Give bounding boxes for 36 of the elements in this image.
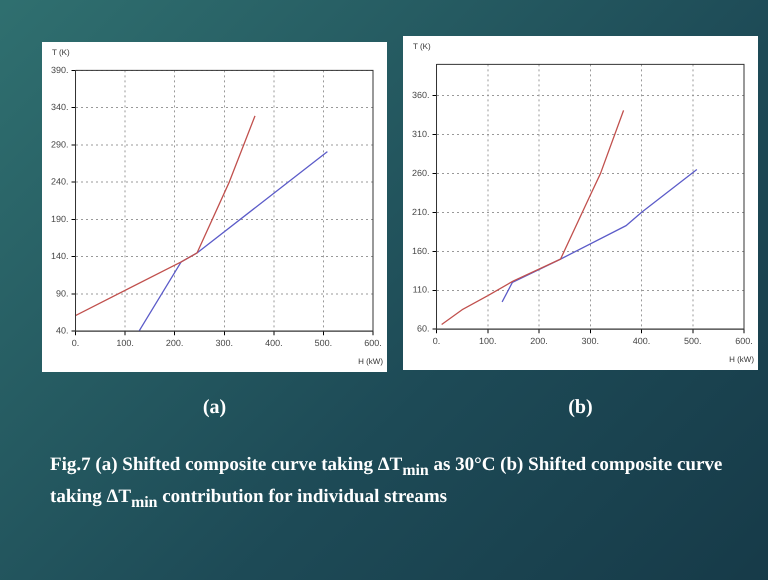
x-tick-label: 200. bbox=[166, 338, 184, 348]
y-axis-title: T (K) bbox=[52, 48, 70, 57]
x-tick-label: 600. bbox=[735, 336, 753, 346]
x-axis-title: H (kW) bbox=[358, 357, 383, 366]
y-tick-label: 110. bbox=[412, 284, 430, 295]
x-tick-label: 300. bbox=[581, 336, 600, 346]
y-tick-label: 90. bbox=[56, 288, 69, 298]
x-tick-label: 500. bbox=[684, 336, 702, 346]
x-tick-label: 200. bbox=[530, 336, 548, 346]
y-tick-label: 360. bbox=[412, 90, 430, 100]
y-tick-label: 310. bbox=[412, 128, 430, 139]
x-axis-title: H (kW) bbox=[729, 355, 754, 364]
y-tick-label: 160. bbox=[412, 246, 430, 256]
x-tick-label: 100. bbox=[116, 338, 134, 348]
y-tick-label: 240. bbox=[50, 176, 69, 187]
y-tick-label: 140. bbox=[50, 251, 69, 262]
text: (b) bbox=[567, 396, 594, 419]
y-tick-label: 290. bbox=[50, 139, 69, 150]
y-tick-label: 390. bbox=[50, 64, 69, 75]
y-tick-label: 340. bbox=[50, 102, 69, 112]
text: Fig.7 (a) Shifted composite curve taking ΔT$_{min}$ as 30°C (b) Shifted composite curve taking ΔT$_{min}$ contribution for individual streams bbox=[50, 454, 722, 511]
x-tick-label: 0. bbox=[432, 336, 440, 346]
y-axis-title: T (K) bbox=[413, 42, 431, 51]
x-tick-label: 400. bbox=[265, 338, 283, 348]
y-tick-label: 190. bbox=[50, 214, 69, 224]
x-tick-label: 100. bbox=[479, 336, 497, 346]
x-tick-label: 600. bbox=[364, 338, 382, 348]
y-tick-label: 210. bbox=[412, 206, 430, 217]
text: (a) bbox=[202, 396, 228, 419]
y-tick-label: 260. bbox=[412, 168, 430, 178]
x-tick-label: 300. bbox=[215, 338, 234, 348]
x-tick-label: 0. bbox=[72, 338, 80, 348]
x-tick-label: 400. bbox=[632, 336, 650, 346]
y-tick-label: 40. bbox=[56, 326, 69, 336]
x-tick-label: 500. bbox=[314, 338, 332, 348]
y-tick-label: 60. bbox=[417, 324, 430, 334]
